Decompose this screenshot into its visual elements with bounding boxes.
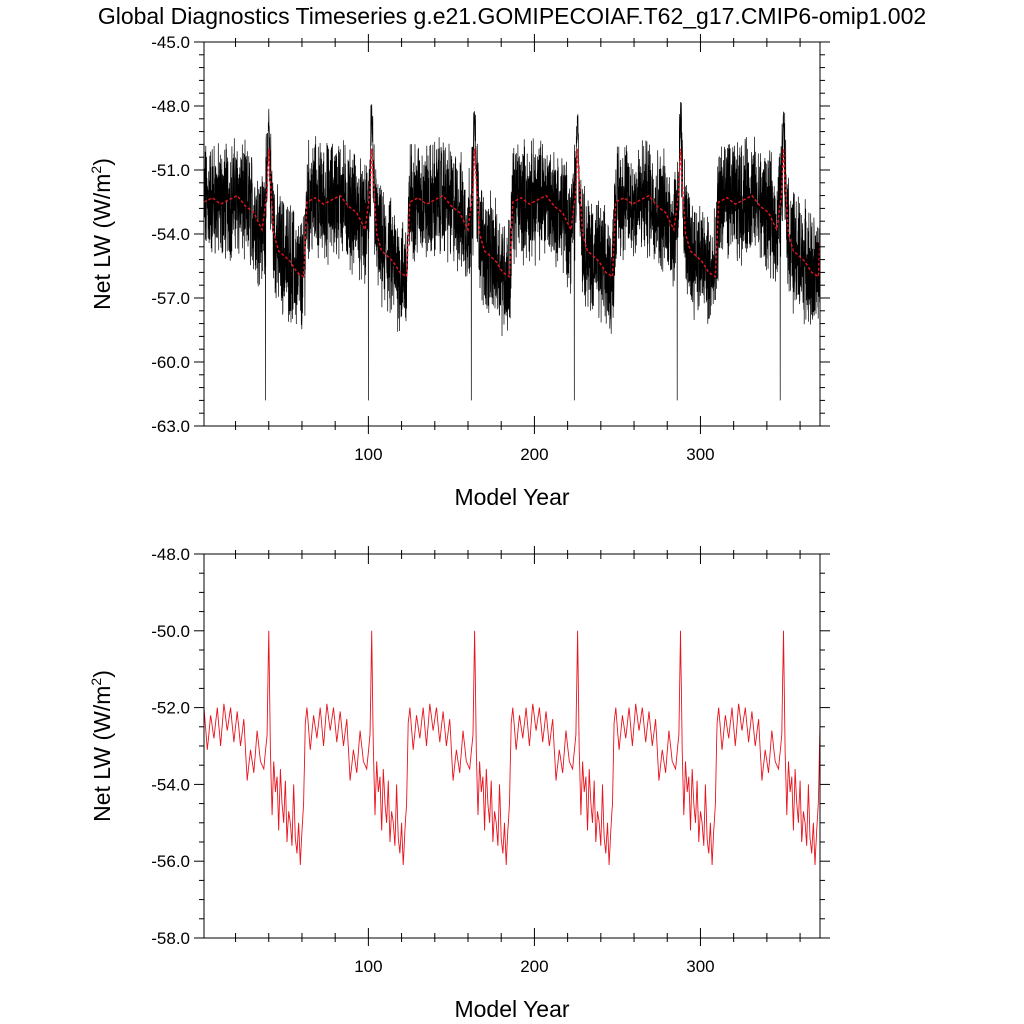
chart-title: Global Diagnostics Timeseries g.e21.GOMI… (98, 3, 926, 29)
y-tick-label: -56.0 (151, 852, 190, 871)
top-monthly-line (204, 101, 820, 401)
top-y-axis-label-main: Net LW (W/m (89, 174, 115, 310)
top-x-ticks: 100 200 300 (235, 34, 801, 464)
bottom-y-axis-label-main: Net LW (W/m (89, 686, 115, 822)
bottom-panel: 100 200 300 -58.0 -56.0 -54.0 -52.0 -50.0 -48.0… (88, 545, 830, 1022)
x-tick-label: 300 (686, 957, 714, 976)
y-tick-label: -52.0 (151, 699, 190, 718)
y-tick-label: -63.0 (151, 417, 190, 436)
y-tick-label: -54.0 (151, 225, 190, 244)
x-tick-label: 100 (354, 957, 382, 976)
top-y-ticks: -63.0 -60.0 -57.0 -54.0 -51.0 -48.0 -45.0 (151, 33, 830, 436)
y-tick-label: -51.0 (151, 161, 190, 180)
x-tick-label: 200 (520, 445, 548, 464)
y-tick-label: -48.0 (151, 97, 190, 116)
x-tick-label: 300 (686, 445, 714, 464)
top-monthly-series (204, 101, 820, 401)
top-panel: 100 200 300 -63.0 -60.0 -57.0 -54.0 -51.0 -48.0… (88, 33, 830, 510)
y-tick-label: -54.0 (151, 775, 190, 794)
bottom-x-ticks: 100 200 300 (235, 546, 801, 976)
x-tick-label: 100 (354, 445, 382, 464)
y-tick-label: -45.0 (151, 33, 190, 52)
top-y-axis-label-sup: 2 (88, 166, 104, 174)
bottom-y-axis-label: Net LW (W/m2) (88, 670, 115, 822)
top-y-axis-label-end: ) (89, 158, 115, 166)
x-tick-label: 200 (520, 957, 548, 976)
bottom-y-axis-label-sup: 2 (88, 678, 104, 686)
y-tick-label: -60.0 (151, 353, 190, 372)
y-tick-label: -57.0 (151, 289, 190, 308)
y-tick-label: -50.0 (151, 622, 190, 641)
top-x-axis-label: Model Year (454, 484, 569, 510)
y-tick-label: -48.0 (151, 545, 190, 564)
bottom-annual-line (204, 630, 820, 866)
bottom-plot-frame (203, 553, 821, 939)
bottom-x-axis-label: Model Year (454, 996, 569, 1022)
bottom-y-ticks: -58.0 -56.0 -54.0 -52.0 -50.0 -48.0 (151, 545, 830, 948)
top-annual-series (204, 148, 820, 279)
top-y-axis-label: Net LW (W/m2) (88, 158, 115, 310)
top-annual-line (204, 148, 820, 279)
bottom-y-axis-label-end: ) (89, 670, 115, 678)
bottom-annual-series (204, 630, 820, 866)
y-tick-label: -58.0 (151, 929, 190, 948)
